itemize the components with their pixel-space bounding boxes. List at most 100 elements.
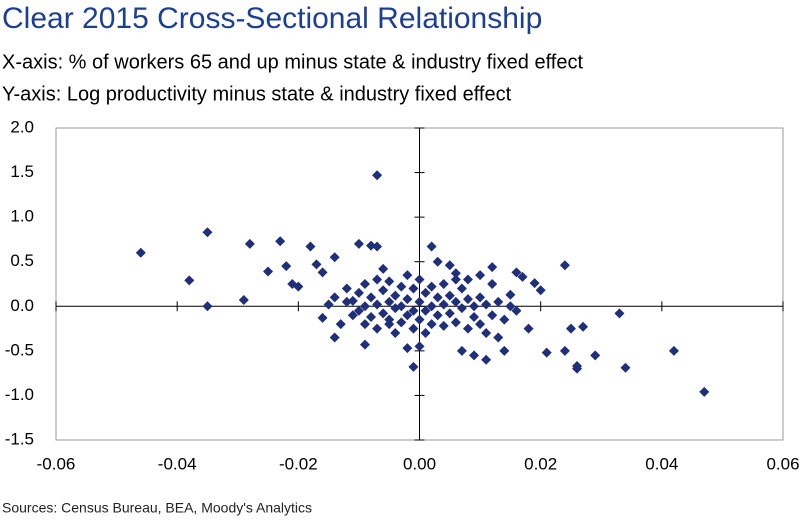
scatter-point [493, 332, 504, 343]
x-tick-label: 0.02 [524, 454, 557, 473]
scatter-point [511, 305, 522, 316]
scatter-point [420, 305, 431, 316]
scatter-point [572, 361, 583, 372]
scatter-point [408, 305, 419, 316]
scatter-point [202, 301, 213, 312]
scatter-point [505, 301, 516, 312]
scatter-point [493, 296, 504, 307]
scatter-point [263, 266, 274, 277]
scatter-point [450, 317, 461, 328]
scatter-point [505, 289, 516, 300]
scatter-point [275, 236, 286, 247]
scatter-point [438, 320, 449, 331]
scatter-point [414, 296, 425, 307]
scatter-point [305, 241, 316, 252]
scatter-point [378, 308, 389, 319]
scatter-point [359, 279, 370, 289]
scatter-point [329, 332, 340, 343]
scatter-point [450, 274, 461, 285]
scatter-point [347, 295, 358, 306]
scatter-point [372, 299, 383, 310]
scatter-point [578, 321, 589, 332]
y-tick-label: 1.0 [10, 207, 34, 226]
scatter-point [517, 271, 528, 282]
scatter-point [317, 312, 328, 323]
scatter-point [366, 311, 377, 322]
scatter-point [366, 292, 377, 303]
scatter-point [372, 170, 383, 181]
scatter-point [420, 287, 431, 298]
scatter-point [487, 279, 498, 289]
scatter-point [353, 305, 364, 316]
scatter-point [523, 323, 534, 334]
scatter-point [372, 241, 383, 252]
scatter-point [341, 283, 352, 294]
scatter-point [487, 310, 498, 321]
scatter-point [414, 274, 425, 285]
scatter-point [475, 292, 486, 303]
scatter-point [529, 278, 540, 289]
scatter-point [135, 247, 146, 258]
y-tick-label: 2.0 [10, 117, 34, 136]
scatter-point [699, 386, 710, 397]
x-tick-label: 0.06 [766, 454, 799, 473]
x-axis-description: X-axis: % of workers 65 and up minus sta… [2, 51, 583, 73]
scatter-point [469, 350, 480, 361]
scatter-point [499, 345, 510, 356]
scatter-point [475, 319, 486, 330]
scatter-point [323, 299, 334, 310]
scatter-point [481, 299, 492, 310]
scatter-point [462, 323, 473, 334]
x-tick-label: 0.00 [403, 454, 436, 473]
scatter-point [469, 311, 480, 322]
scatter-point [238, 295, 249, 306]
scatter-point [668, 345, 679, 356]
y-tick-label: 0.5 [10, 251, 34, 270]
scatter-point [438, 279, 449, 289]
x-tick-label: 0.04 [645, 454, 678, 473]
scatter-point [335, 319, 346, 330]
x-tick-label: -0.06 [37, 454, 76, 473]
scatter-point [432, 310, 443, 321]
scatter-point [620, 362, 631, 373]
y-tick-label: 0.0 [10, 296, 34, 315]
scatter-point [444, 260, 455, 271]
scatter-point [372, 274, 383, 285]
scatter-point [499, 314, 510, 325]
scatter-point [408, 283, 419, 294]
scatter-point [450, 268, 461, 279]
y-tick-label: -0.5 [5, 340, 34, 359]
scatter-point [390, 290, 401, 301]
scatter-point [353, 287, 364, 298]
scatter-point [438, 299, 449, 310]
scatter-point [426, 301, 437, 312]
scatter-point [359, 339, 370, 350]
scatter-point [462, 274, 473, 285]
scatter-point [414, 314, 425, 325]
scatter-point [408, 361, 419, 372]
scatter-point [469, 301, 480, 312]
scatter-point [402, 343, 413, 354]
scatter-point [402, 310, 413, 321]
scatter-point [396, 301, 407, 312]
scatter-point [456, 283, 467, 294]
chart-title: Clear 2015 Cross-Sectional Relationship [2, 2, 542, 35]
scatter-point [281, 261, 292, 272]
scatter-point [535, 285, 546, 296]
scatter-point [432, 256, 443, 267]
scatter-point [426, 281, 437, 292]
scatter-point [366, 240, 377, 251]
scatter-point [565, 323, 576, 334]
scatter-point [420, 328, 431, 339]
scatter-point [450, 296, 461, 307]
scatter-point [347, 310, 358, 321]
source-note: Sources: Census Bureau, BEA, Moody's Ana… [2, 500, 312, 516]
scatter-point [444, 308, 455, 319]
scatter-point [456, 303, 467, 314]
scatter-point [184, 275, 195, 286]
scatter-point [390, 328, 401, 339]
scatter-point [378, 285, 389, 296]
scatter-point [384, 296, 395, 307]
